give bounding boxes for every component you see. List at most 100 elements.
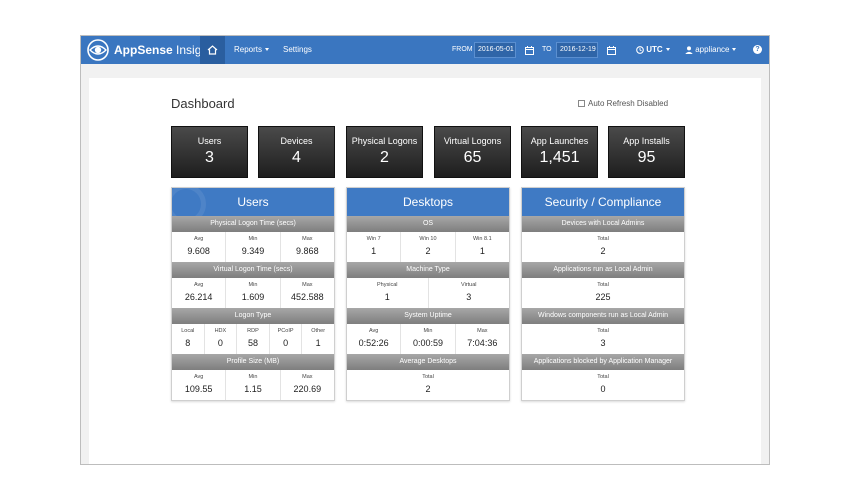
metric-cell: Avg 109.55 [172,370,227,400]
section-row: Avg 26.214 Min 1.609 Max 452.588 [172,278,334,308]
chevron-down-icon [732,48,737,52]
metric-cell: Win 8.1 1 [472,236,492,256]
metric-cell: Local 8 [172,324,205,354]
user-icon [172,188,206,216]
stat-tile-app-installs[interactable]: App Installs 95 [608,126,685,178]
user-label: appliance [695,45,730,54]
metric-cell: Avg 26.214 [172,278,227,308]
section-row: Avg 9.608 Min 9.349 Max 9.868 [172,232,334,262]
metric-cell: Min 1.609 [226,278,281,308]
stat-tile-value: 2 [380,149,389,166]
section-header: Devices with Local Admins [522,216,684,232]
dashboard-content: Dashboard Auto Refresh Disabled Users 3 … [89,78,761,464]
auto-refresh-checkbox[interactable] [578,100,585,107]
stat-tile-value: 3 [205,149,214,166]
stat-tile-value: 65 [463,149,482,166]
metric-cell: Total 2 [422,374,434,394]
section-header: Windows components run as Local Admin [522,308,684,324]
metric-cell: Min 9.349 [226,232,281,262]
metric-cell: RDP 58 [237,324,270,354]
nav-reports-menu[interactable]: Reports [234,36,270,64]
brand[interactable]: AppSense Insight [87,39,211,61]
from-label: FROM [452,46,473,53]
section-header: Average Desktops [347,354,509,370]
from-date-input[interactable]: 2016-05-01 [474,42,516,58]
stat-tile-label: App Installs [623,136,670,146]
section-header: OS [347,216,509,232]
nav-home-button[interactable] [200,36,225,64]
metric-cell: Max 452.588 [291,282,324,302]
metric-cell: Avg 9.608 [172,232,227,262]
auto-refresh-toggle[interactable]: Auto Refresh Disabled [578,99,668,108]
section-row: Avg 0:52:26 Min 0:00:59 Max 7:04:36 [347,324,509,354]
metric-cell: HDX 0 [205,324,238,354]
metric-cell: Other 1 [311,328,326,348]
clock-icon [636,46,644,54]
section-row: Total 2 [522,232,684,262]
section-row: Local 8 HDX 0 RDP 58 PCoIP 0 Other 1 [172,324,334,354]
user-icon [685,46,693,54]
stat-tile-users[interactable]: Users 3 [171,126,248,178]
from-calendar-button[interactable] [521,42,537,58]
section-row: Avg 109.55 Min 1.15 Max 220.69 [172,370,334,400]
metric-cell: Virtual 3 [461,282,477,302]
stat-tile-label: Users [197,136,222,146]
nav-settings-label: Settings [283,45,312,54]
section-header: Machine Type [347,262,509,278]
panel-header: Security / Compliance [522,188,684,216]
metric-cell: PCoIP 0 [270,324,303,354]
chevron-down-icon [265,48,270,52]
nav-reports-label: Reports [234,45,263,54]
panel-header: Desktops [347,188,509,216]
stat-tile-virtual-logons[interactable]: Virtual Logons 65 [434,126,511,178]
section-row: Physical 1 Virtual 3 [347,278,509,308]
metric-cell: Total 3 [597,328,609,348]
section-row: Total 3 [522,324,684,354]
stat-tile-label: Devices [280,136,313,146]
stat-tile-label: App Launches [530,136,589,146]
stat-tile-physical-logons[interactable]: Physical Logons 2 [346,126,423,178]
to-calendar-button[interactable] [603,42,619,58]
metric-cell: Max 7:04:36 [467,328,498,348]
metric-cell: Win 10 2 [401,232,456,262]
section-header: Applications run as Local Admin [522,262,684,278]
section-header: Logon Type [172,308,334,324]
metric-cell: Total 225 [595,282,611,302]
calendar-icon [524,45,534,55]
metric-cell: Avg 0:52:26 [347,324,402,354]
stat-tile-value: 95 [637,149,656,166]
stat-tile-value: 1,451 [539,149,580,166]
page-title: Dashboard [171,96,235,111]
metric-cell: Total 0 [597,374,609,394]
top-navbar: AppSense Insight Reports Settings FROM 2… [81,36,769,64]
nav-settings-link[interactable]: Settings [283,36,312,64]
timezone-menu[interactable]: UTC [636,36,670,64]
metric-cell: Min 1.15 [226,370,281,400]
section-row: Total 225 [522,278,684,308]
calendar-icon [606,45,616,55]
eye-logo-icon [87,39,109,61]
panel-header: Users [172,188,334,216]
metric-cell: Max 220.69 [293,374,322,394]
help-icon[interactable]: ? [753,45,762,54]
metric-cell: Min 0:00:59 [401,324,456,354]
metric-cell: Physical 1 [347,278,429,308]
section-header: Applications blocked by Application Mana… [522,354,684,370]
to-date-input[interactable]: 2016-12-19 [556,42,598,58]
timezone-label: UTC [646,45,663,54]
metric-cell: Total 2 [597,236,609,256]
user-menu[interactable]: appliance [685,36,737,64]
users-panel: Users Physical Logon Time (secs) Avg 9.60… [171,187,335,401]
stat-tile-app-launches[interactable]: App Launches 1,451 [521,126,598,178]
stat-tile-value: 4 [292,149,301,166]
brand-name: AppSense Insight [114,43,212,57]
chevron-down-icon [665,48,670,52]
browser-window: AppSense Insight Reports Settings FROM 2… [80,35,770,465]
stat-tile-label: Virtual Logons [443,136,502,146]
section-header: Virtual Logon Time (secs) [172,262,334,278]
home-icon [207,45,218,55]
stat-tile-devices[interactable]: Devices 4 [258,126,335,178]
section-header: System Uptime [347,308,509,324]
